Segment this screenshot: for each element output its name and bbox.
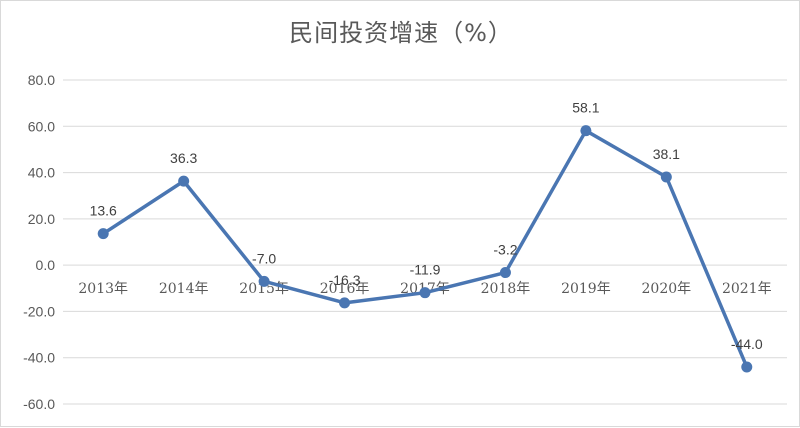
data-label: 36.3 xyxy=(170,150,197,166)
data-label: -11.9 xyxy=(410,262,441,278)
y-tick-label: 0.0 xyxy=(36,257,56,273)
data-label: 58.1 xyxy=(572,100,599,116)
y-tick-label: 40.0 xyxy=(28,165,55,181)
x-tick-label: 2018年 xyxy=(481,281,531,297)
data-label: 13.6 xyxy=(90,203,117,219)
data-point xyxy=(178,175,190,187)
data-point xyxy=(258,275,270,287)
y-tick-label: 80.0 xyxy=(28,72,55,88)
data-point xyxy=(741,361,753,373)
chart-title: 民间投资增速（%） xyxy=(289,19,513,47)
y-tick-label: -20.0 xyxy=(23,303,55,319)
x-tick-label: 2021年 xyxy=(722,281,772,297)
y-tick-label: 60.0 xyxy=(28,118,55,134)
x-tick-label: 2013年 xyxy=(78,281,128,297)
data-point xyxy=(339,297,351,309)
data-point xyxy=(97,228,109,240)
data-label: -16.3 xyxy=(329,272,361,288)
series-line xyxy=(102,128,749,368)
data-label: -3.2 xyxy=(493,242,517,258)
data-label: 38.1 xyxy=(653,146,680,162)
data-point xyxy=(580,125,592,137)
data-point xyxy=(499,267,511,279)
y-tick-label: -60.0 xyxy=(23,396,55,412)
x-tick-label: 2016年 xyxy=(320,281,370,297)
data-point xyxy=(660,171,672,183)
x-tick-label: 2020年 xyxy=(642,281,692,297)
y-tick-label: 20.0 xyxy=(28,211,55,227)
x-tick-label: 2014年 xyxy=(159,281,209,297)
data-label: -7.0 xyxy=(252,250,276,266)
data-point xyxy=(419,287,431,299)
data-label: -44.0 xyxy=(731,336,763,352)
y-tick-label: -40.0 xyxy=(23,350,55,366)
x-tick-label: 2019年 xyxy=(561,281,611,297)
